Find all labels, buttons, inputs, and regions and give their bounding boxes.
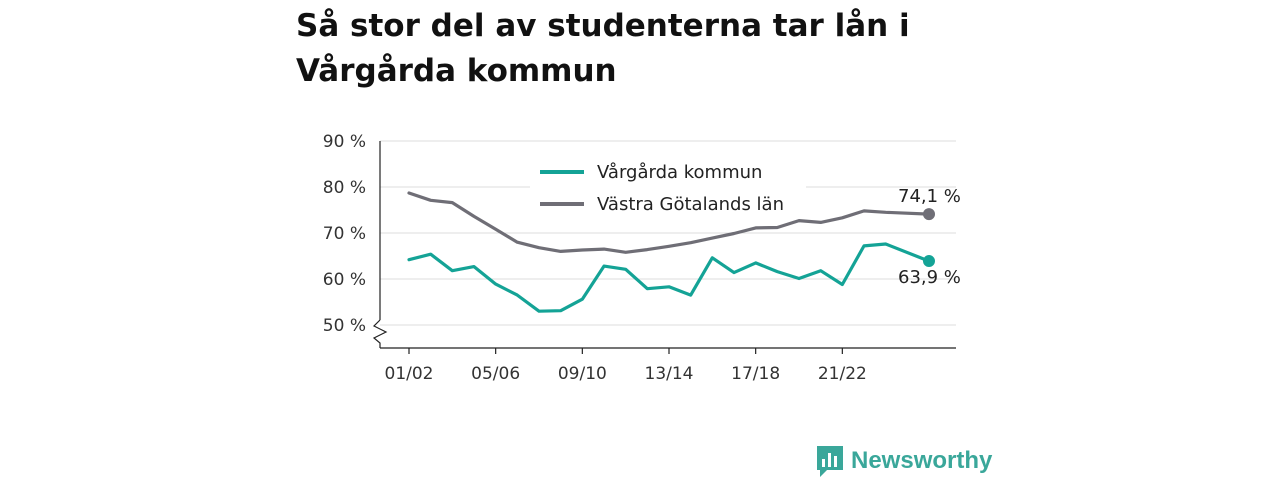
end-labels: 63,9 % 74,1 % (898, 186, 961, 288)
y-tick-label: 50 % (323, 316, 366, 336)
line-chart: 50 % 60 % 70 % 80 % 90 % 01/02 05/06 09/10 13/1… (323, 132, 961, 384)
axes (372, 141, 956, 349)
legend-background (530, 152, 806, 218)
brand-name: Newsworthy (851, 447, 993, 474)
end-point-2 (923, 208, 935, 221)
end-point-1 (923, 255, 935, 268)
y-axis-ticks: 50 % 60 % 70 % 80 % 90 % (323, 132, 366, 336)
grid-lines (380, 140, 956, 326)
legend-label-2: Västra Götalands län (597, 194, 784, 215)
y-tick-label: 80 % (323, 178, 366, 198)
x-tick-label: 13/14 (645, 364, 694, 384)
x-tick-label: 01/02 (385, 364, 434, 384)
legend: Vårgårda kommun Västra Götalands län (530, 152, 806, 218)
y-tick-label: 70 % (323, 224, 366, 244)
end-label-2: 74,1 % (898, 186, 961, 207)
series-line-2 (407, 191, 931, 254)
x-axis-ticks: 01/02 05/06 09/10 13/14 17/18 21/22 (385, 348, 867, 384)
series-line-1 (407, 242, 931, 313)
y-tick-label: 90 % (323, 132, 366, 152)
end-label-1: 63,9 % (898, 267, 961, 288)
x-tick-label: 17/18 (731, 364, 780, 384)
x-tick-label: 09/10 (558, 364, 607, 384)
legend-label-1: Vårgårda kommun (597, 162, 762, 183)
brand-logo: Newsworthy (815, 444, 992, 478)
chart-title: Så stor del av studenterna tar lån i Vår… (296, 8, 910, 89)
axis-break-icon (372, 319, 388, 348)
y-tick-label: 60 % (323, 270, 366, 290)
x-tick-label: 05/06 (471, 364, 520, 384)
bar-chart-icon (817, 446, 843, 477)
x-tick-label: 21/22 (818, 364, 867, 384)
series-lines (407, 191, 935, 313)
